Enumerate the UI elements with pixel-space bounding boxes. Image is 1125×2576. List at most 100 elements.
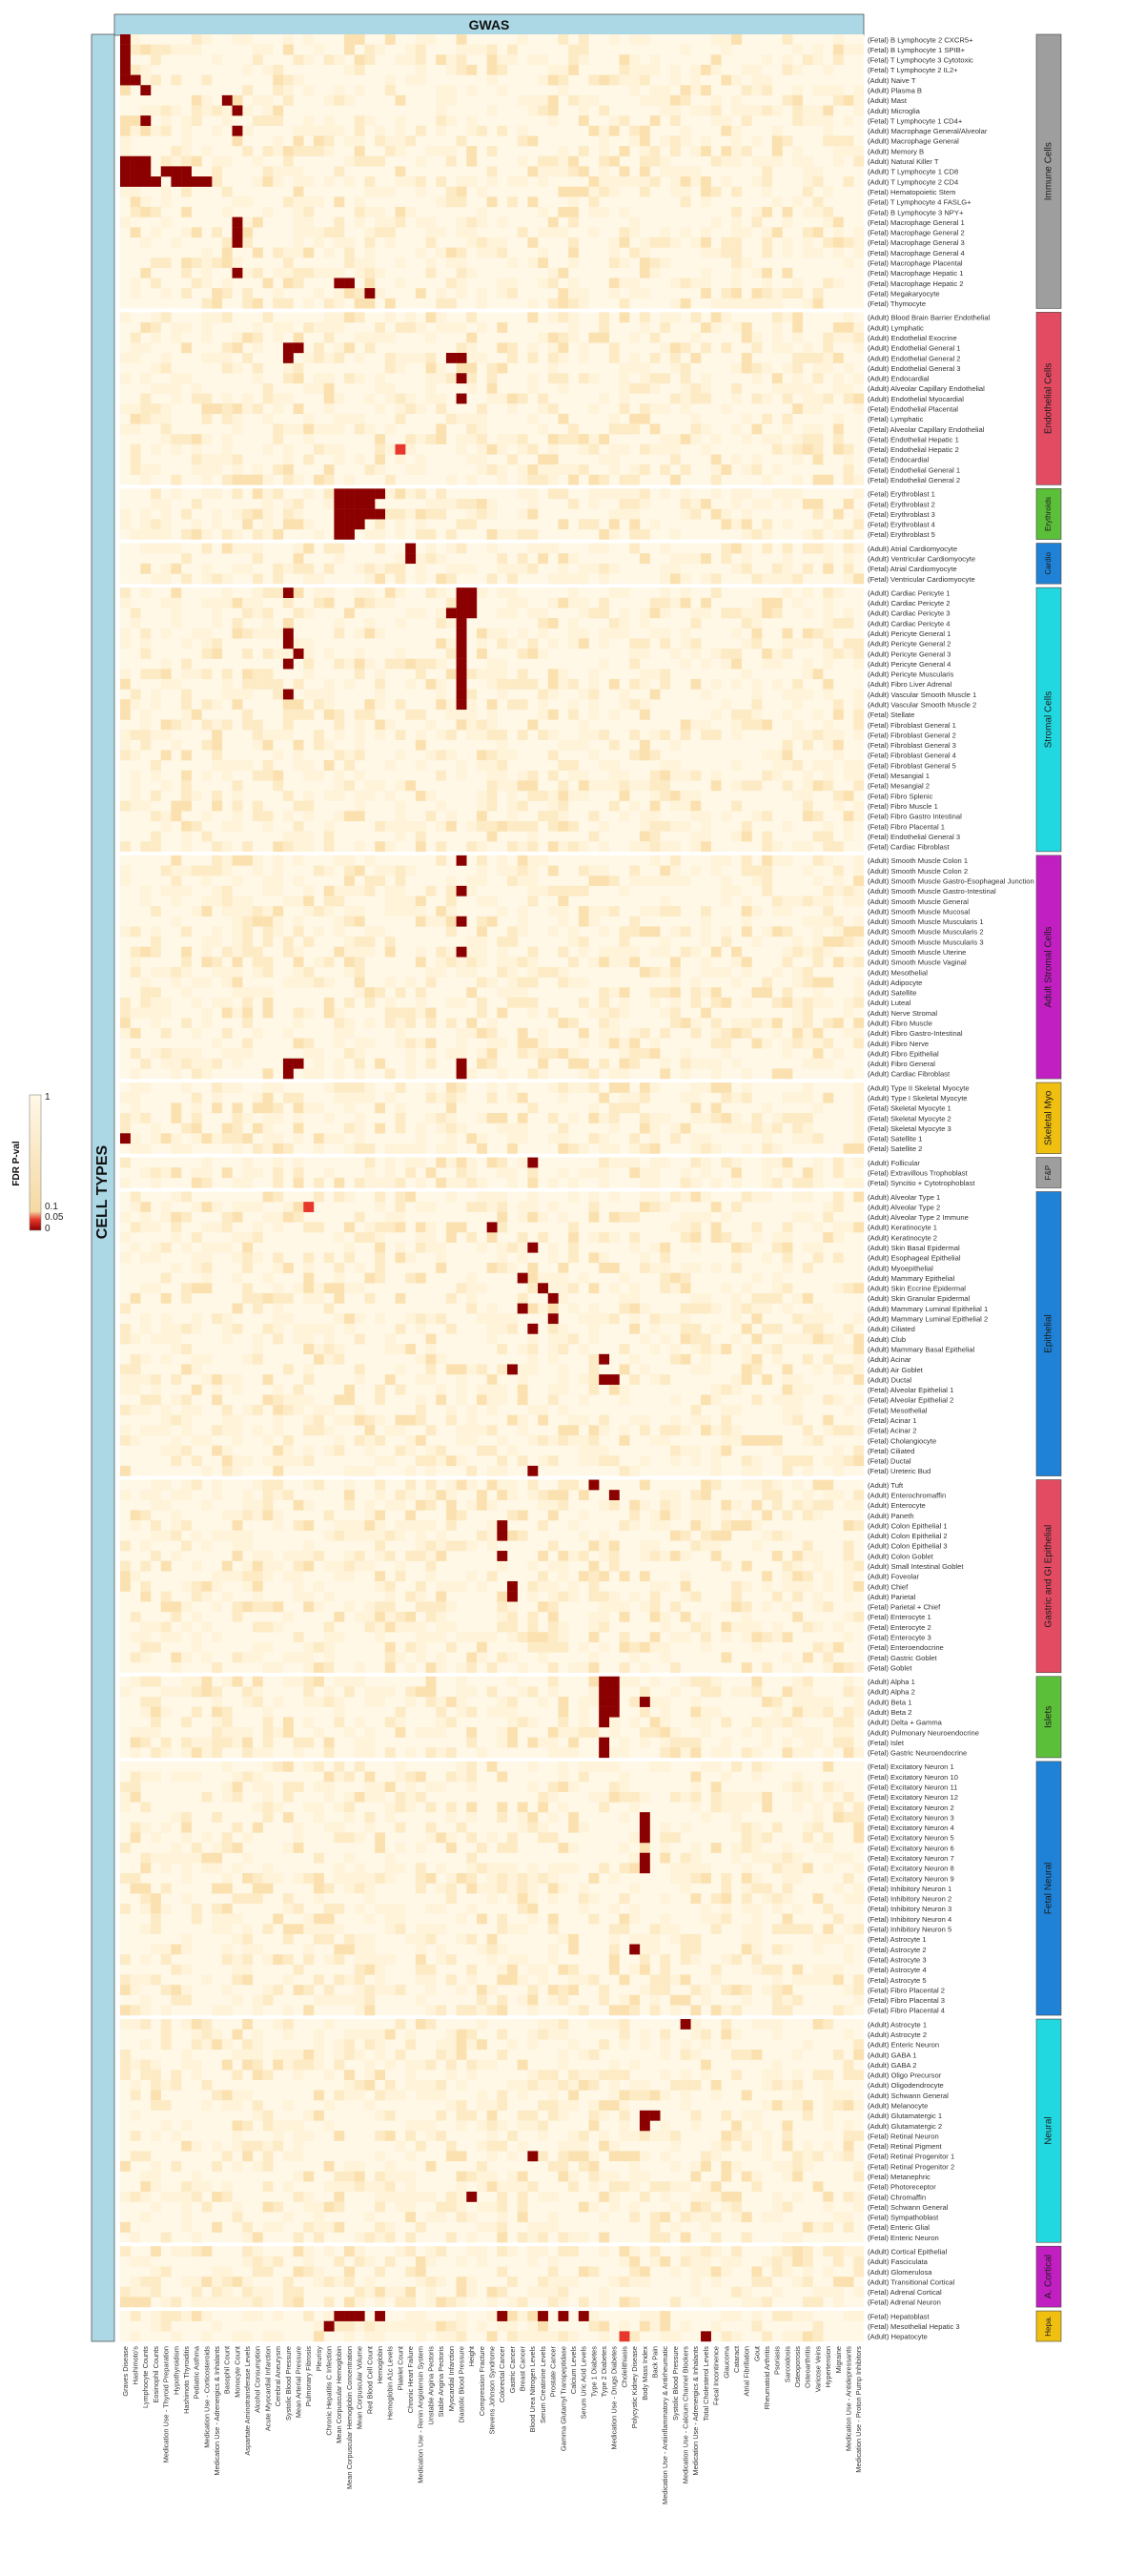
background-cell [323,94,335,106]
background-cell [507,1143,518,1154]
background-cell [527,770,539,781]
background-cell [323,678,335,690]
background-cell [843,464,854,475]
background-cell [721,464,732,475]
background-cell [242,1601,254,1613]
background-cell [771,434,783,444]
background-cell [375,332,386,343]
background-cell [538,474,548,485]
background-cell [701,689,711,700]
background-cell [558,227,569,238]
background-cell [629,1092,641,1103]
background-cell [273,1292,284,1304]
background-cell [619,791,630,801]
background-cell [558,166,569,177]
background-cell [599,186,610,197]
background-cell [130,1571,141,1582]
background-cell [354,1283,365,1294]
background-cell [415,1530,426,1541]
background-cell [252,1252,263,1264]
background-cell [151,1133,161,1144]
background-cell [262,278,274,289]
background-cell [252,1232,263,1243]
background-cell [303,649,315,659]
background-cell [599,820,610,832]
background-cell [160,508,172,520]
background-cell [466,1157,478,1168]
background-cell [558,1333,569,1345]
background-cell [282,1263,294,1273]
background-cell [303,966,315,978]
background-cell [721,649,732,659]
background-cell [731,498,742,509]
background-cell [619,926,630,938]
background-cell [375,780,386,792]
background-cell [252,1499,263,1511]
background-cell [191,434,202,444]
background-cell [293,1123,304,1134]
background-cell [771,608,783,619]
background-cell [303,125,315,136]
background-cell [314,1222,324,1233]
background-cell [741,820,752,832]
background-cell [151,258,161,269]
background-cell [466,1571,478,1582]
background-cell [853,1344,865,1355]
background-cell [221,1530,233,1541]
background-cell [853,247,865,258]
background-cell [639,1551,650,1561]
background-cell [415,553,426,565]
background-cell [568,474,580,485]
background-cell [823,563,834,574]
background-cell [140,719,152,731]
background-cell [191,393,202,404]
background-cell [823,553,834,565]
background-cell [599,906,610,917]
background-cell [293,966,304,978]
background-cell [701,841,711,853]
background-cell [130,528,141,540]
background-cell [293,977,304,988]
background-cell [466,719,478,731]
background-cell [731,543,742,554]
background-cell [823,896,834,907]
background-cell [466,957,478,968]
background-cell [588,1211,600,1223]
background-cell [262,1103,274,1114]
background-cell [721,508,732,520]
background-cell [160,105,172,116]
background-cell [171,1333,182,1345]
background-cell [812,1313,824,1325]
background-cell [578,1394,589,1406]
background-cell [486,730,498,741]
background-cell [476,454,487,465]
background-cell [853,403,865,415]
background-cell [171,678,182,690]
background-cell [262,1560,274,1572]
background-cell [843,1425,854,1436]
background-cell [130,957,141,968]
background-cell [843,1571,854,1582]
background-cell [201,1157,213,1168]
background-cell [303,543,315,554]
background-cell [527,1272,539,1284]
background-cell [690,237,702,248]
background-cell [181,1479,192,1491]
background-cell [160,1167,172,1179]
background-cell [303,800,315,812]
background-cell [660,312,671,323]
background-cell [843,791,854,801]
background-cell [476,896,487,907]
background-cell [476,206,487,217]
background-cell [588,1455,600,1467]
background-cell [517,865,528,876]
background-cell [486,64,498,75]
background-cell [314,1551,324,1561]
background-cell [497,865,508,876]
background-cell [314,689,324,700]
background-cell [242,946,254,958]
background-cell [588,488,600,500]
background-cell [375,1313,386,1325]
background-cell [375,1232,386,1243]
background-cell [710,1384,722,1395]
